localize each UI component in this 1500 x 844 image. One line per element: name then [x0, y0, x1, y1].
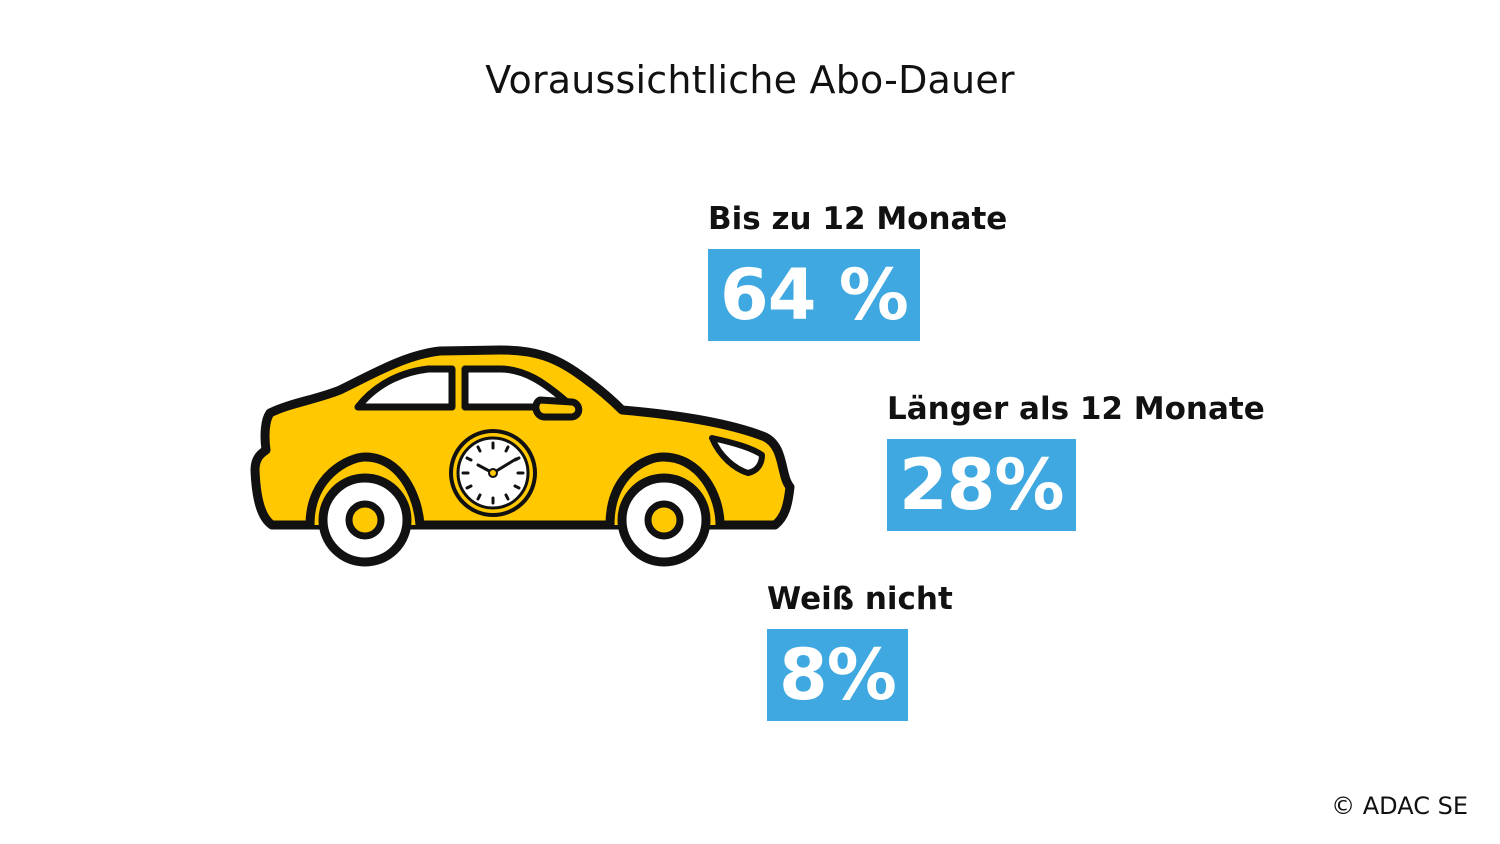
chart-title: Voraussichtliche Abo-Dauer: [485, 58, 1015, 102]
rear-window: [354, 365, 456, 411]
side-mirror: [532, 396, 583, 421]
value-label: 8%: [767, 629, 908, 721]
rear-wheel: [318, 473, 412, 567]
category-label: Weiß nicht: [767, 581, 953, 617]
value-label: 64 %: [708, 249, 920, 341]
value-label: 28%: [887, 439, 1076, 531]
stat-dont-know: Weiß nicht 8%: [767, 579, 953, 721]
stat-up-to-12-months: Bis zu 12 Monate 64 %: [708, 199, 1007, 341]
copyright-notice: © ADAC SE: [1331, 792, 1468, 820]
car-with-clock-icon: [250, 345, 795, 567]
clock-icon: [449, 429, 537, 517]
headlight: [709, 435, 765, 476]
category-label: Länger als 12 Monate: [887, 391, 1265, 427]
front-wheel: [617, 473, 711, 567]
category-label: Bis zu 12 Monate: [708, 201, 1008, 237]
stat-longer-than-12-months: Länger als 12 Monate 28%: [887, 389, 1265, 531]
